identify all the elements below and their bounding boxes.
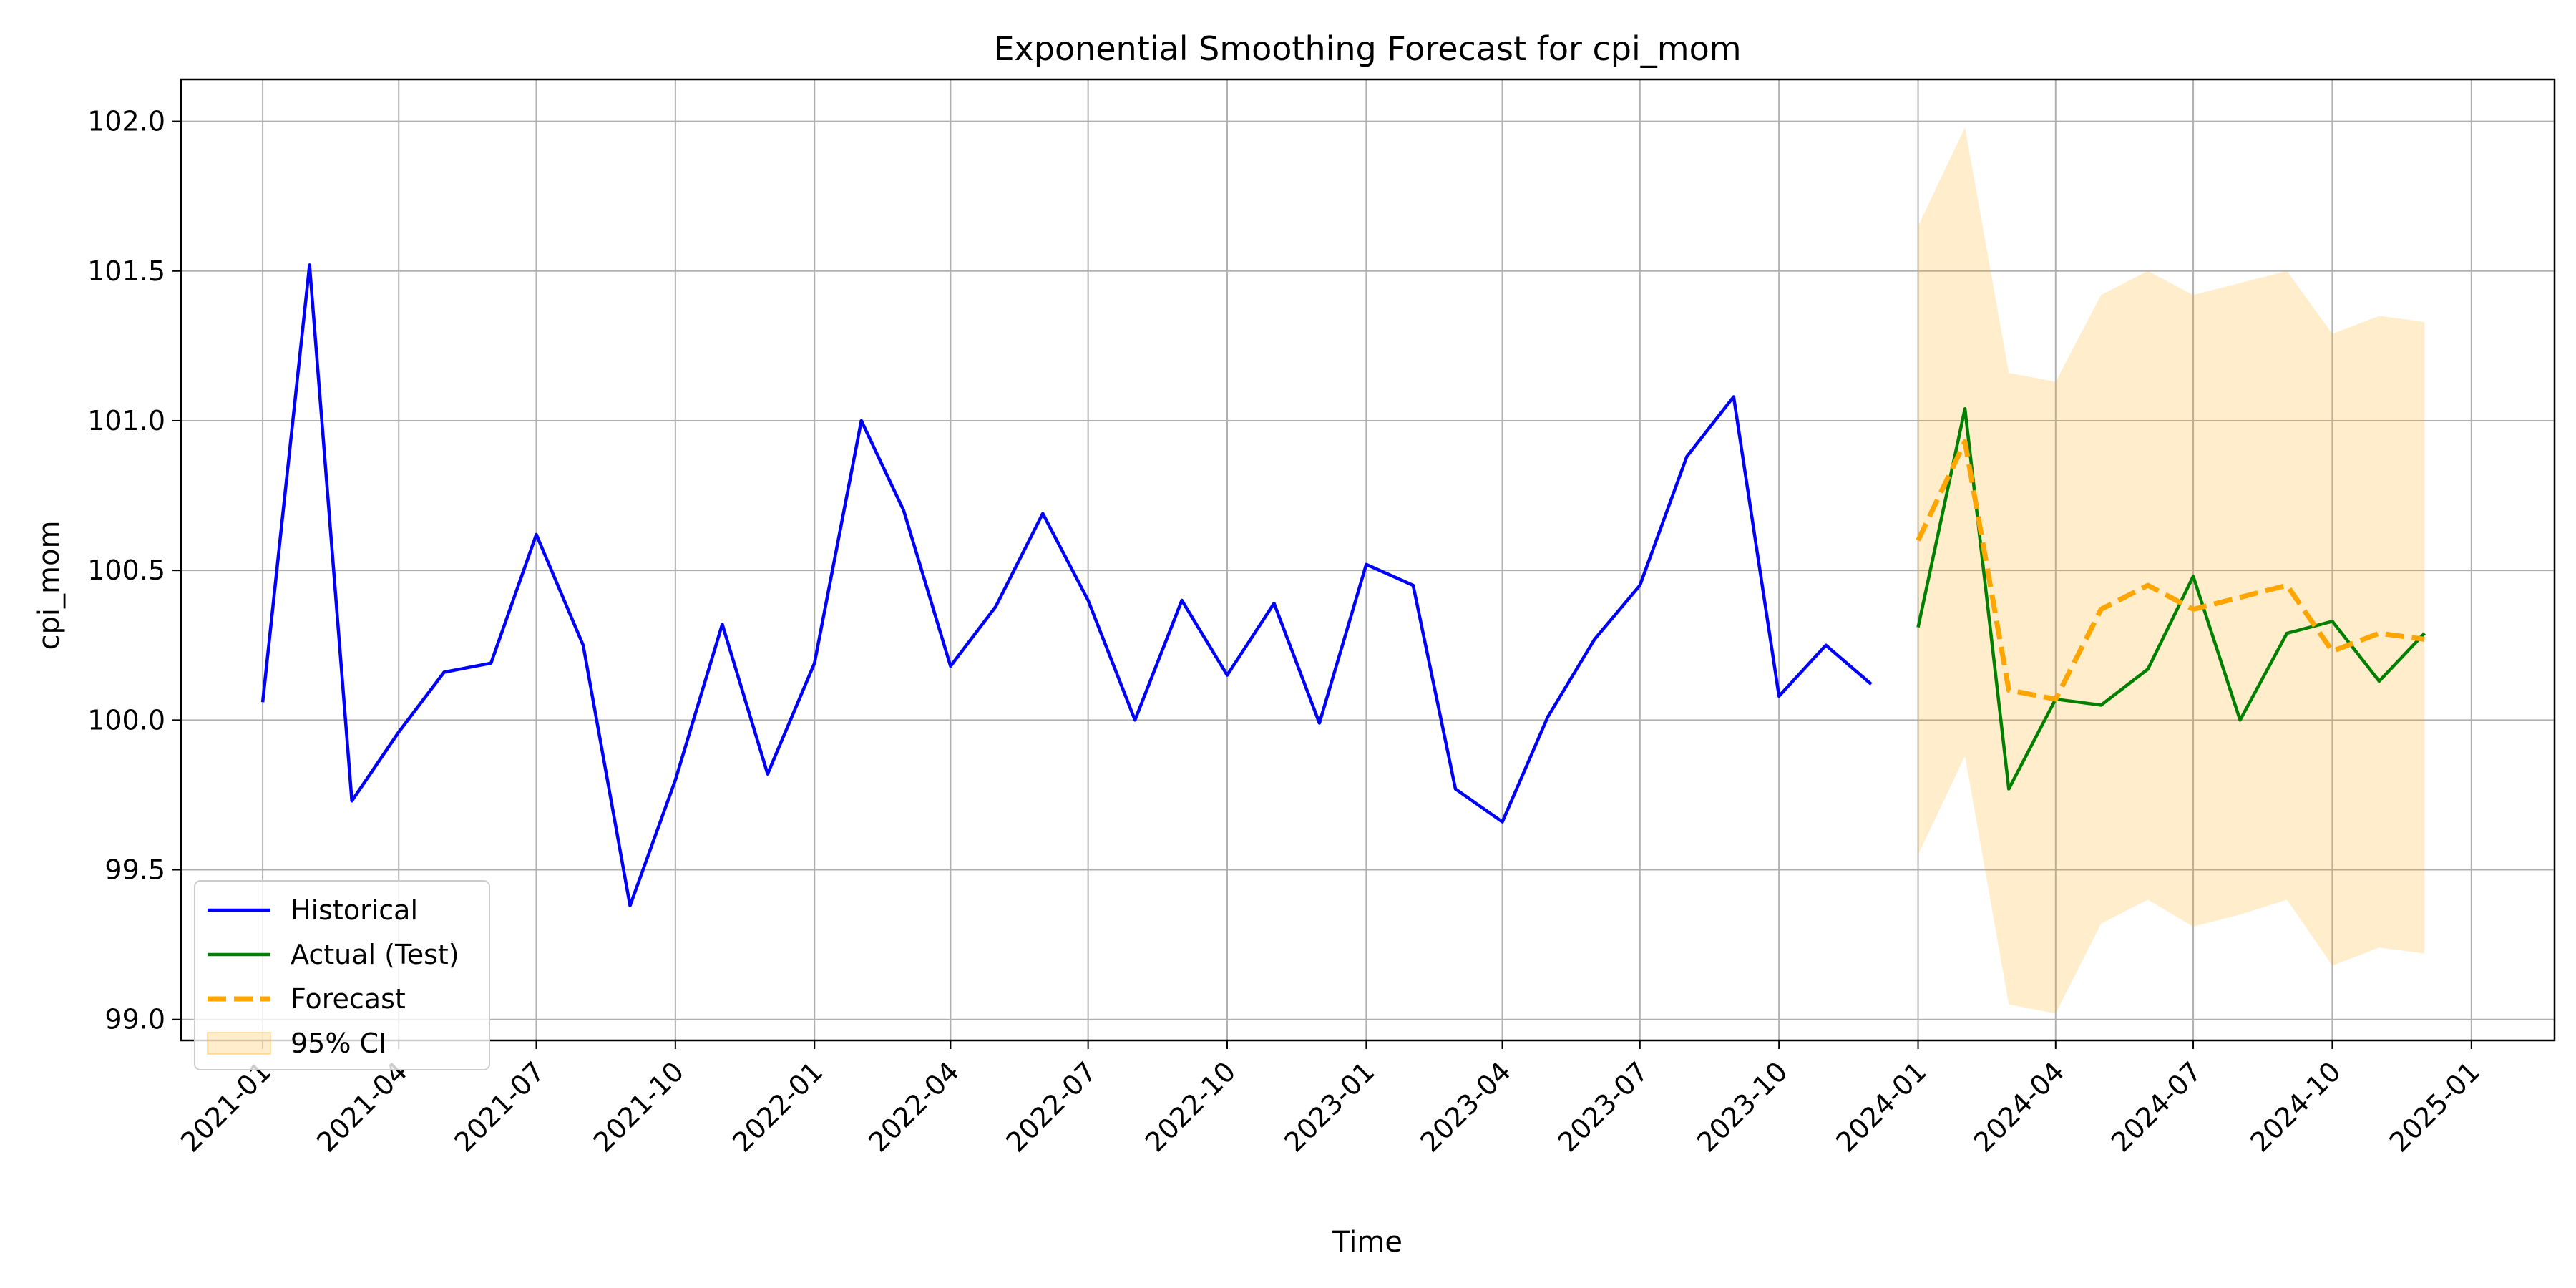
y-tick-label: 101.5 — [87, 255, 165, 287]
y-tick-label: 99.0 — [104, 1004, 165, 1035]
series-layer — [260, 263, 2426, 907]
y-tick-label: 101.0 — [87, 405, 165, 436]
legend-label: 95% CI — [291, 1028, 386, 1059]
legend-swatch-95-ci — [207, 1032, 271, 1055]
y-tick-label: 102.0 — [87, 106, 165, 137]
legend-label: Actual (Test) — [291, 939, 459, 970]
legend-label: Forecast — [291, 983, 406, 1015]
x-axis-label: Time — [1332, 1226, 1402, 1259]
legend-box — [194, 880, 490, 1070]
y-tick-label: 99.5 — [104, 854, 165, 886]
chart-title: Exponential Smoothing Forecast for cpi_m… — [993, 29, 1741, 68]
y-axis-label: cpi_mom — [33, 521, 66, 650]
series-line-forecast — [1916, 439, 2425, 702]
legend: Historical Actual (Test) Forecast 95% CI — [194, 880, 490, 1070]
series-line-historical — [260, 263, 1873, 907]
y-tick-label: 100.0 — [87, 704, 165, 736]
series-line-actual-test — [1916, 406, 2426, 791]
grid — [181, 79, 2555, 1040]
confidence-band — [1918, 127, 2425, 1014]
plot-frame — [180, 78, 2556, 1042]
confidence-band-layer — [1918, 127, 2425, 1014]
legend-label: Historical — [291, 894, 418, 926]
y-tick-label: 100.5 — [87, 555, 165, 586]
